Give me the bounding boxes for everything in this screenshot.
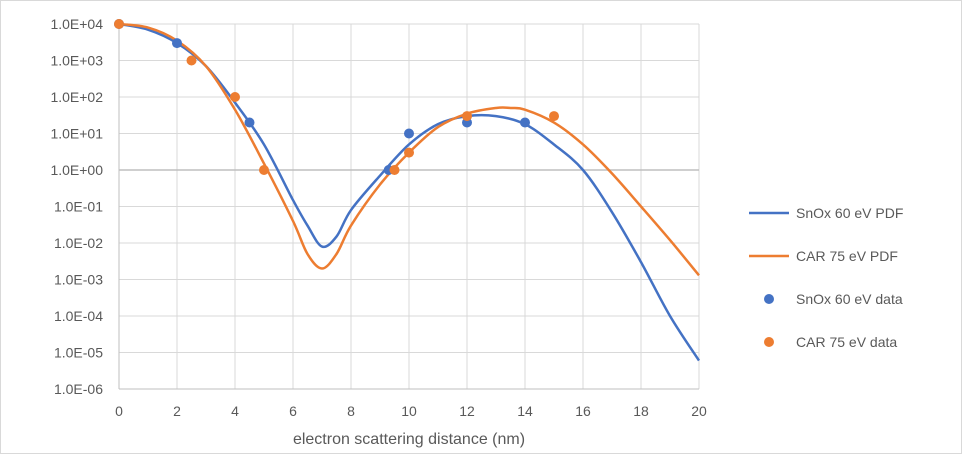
y-tick-label: 1.0E+03 [50,53,103,69]
data-point-car-75-ev-data [114,19,124,29]
data-point-car-75-ev-data [404,147,414,158]
data-point-snox-60-ev-data [520,117,530,128]
legend-label: CAR 75 eV data [796,334,897,350]
x-tick-label: 6 [289,403,297,419]
data-point-car-75-ev-data [230,92,240,102]
x-tick-label: 4 [231,403,239,419]
legend-label: SnOx 60 eV data [796,291,903,307]
x-tick-label: 16 [575,403,591,419]
y-tick-label: 1.0E+00 [50,162,103,178]
data-point-snox-60-ev-data [244,117,255,128]
series-line-snox-60-ev-pdf [118,22,701,362]
x-tick-label: 8 [347,403,355,419]
data-point-car-75-ev-data [462,111,472,122]
y-tick-label: 1.0E-01 [54,199,103,215]
data-point-car-75-ev-data [389,165,400,175]
x-tick-label: 20 [691,403,707,419]
legend-label: CAR 75 eV PDF [796,248,898,264]
y-tick-label: 1.0E+02 [50,89,103,105]
x-tick-label: 12 [459,403,475,419]
data-point-snox-60-ev-data [172,38,182,49]
legend-label: SnOx 60 eV PDF [796,205,903,221]
legend-marker-snox-60-ev-data [764,294,774,304]
y-tick-label: 1.0E+04 [50,16,103,32]
data-point-car-75-ev-data [549,111,559,122]
x-tick-label: 10 [401,403,417,419]
x-tick-label: 18 [633,403,649,419]
data-point-car-75-ev-data [186,55,197,66]
legend-marker-car-75-ev-data [764,337,774,347]
y-tick-label: 1.0E-04 [54,308,103,324]
y-tick-label: 1.0E-03 [54,272,103,288]
y-tick-label: 1.0E+01 [50,126,103,142]
x-axis-title: electron scattering distance (nm) [293,431,525,448]
x-tick-label: 2 [173,403,181,419]
y-tick-label: 1.0E-05 [54,345,103,361]
y-tick-label: 1.0E-02 [54,235,103,251]
data-point-snox-60-ev-data [404,128,414,139]
x-tick-label: 14 [517,403,533,419]
data-point-car-75-ev-data [259,165,269,175]
y-tick-label: 1.0E-06 [54,381,103,397]
x-tick-label: 0 [115,403,123,419]
